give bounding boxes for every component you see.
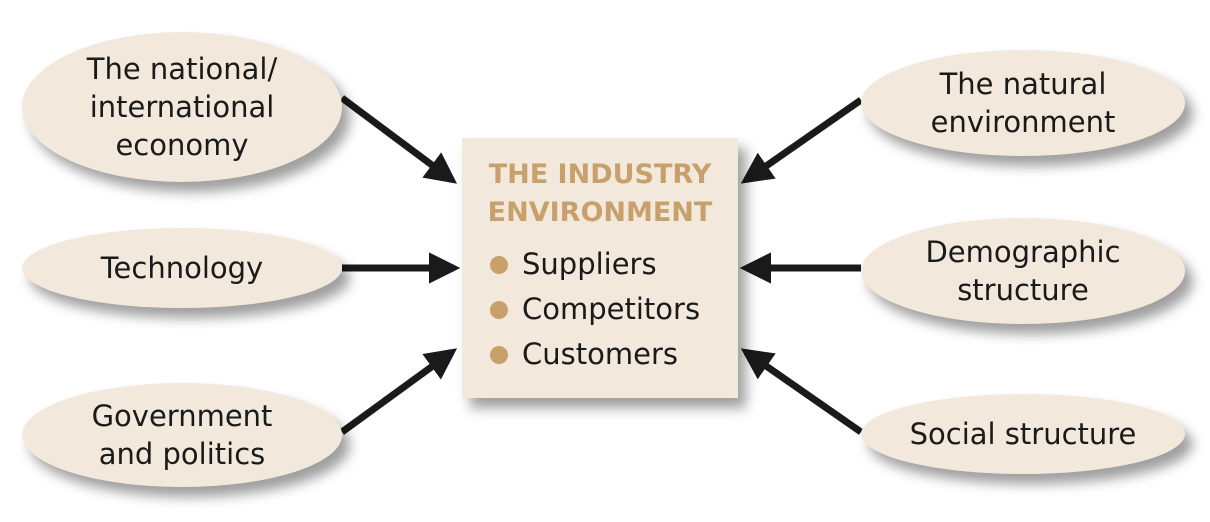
industry-item: Competitors [490,287,738,332]
industry-item-label: Competitors [522,292,701,326]
bullet-icon [490,300,508,319]
factor-technology-label: Technology [100,251,264,285]
factor-economy: The national/ international economy [22,32,342,182]
factor-government-label: Government and politics [91,399,273,471]
factor-government: Government and politics [22,383,342,487]
factor-economy-label: The national/ international economy [86,52,278,162]
industry-title: THE INDUSTRY ENVIRONMENT [487,159,713,228]
factor-natural-label: The natural environment [930,67,1116,139]
factor-technology: Technology [22,228,342,308]
arrow-economy [339,95,458,184]
factor-demographic-label: Demographic structure [925,235,1121,307]
factor-social-label: Social structure [909,417,1137,451]
bullet-icon [490,255,508,274]
bullet-icon [490,345,508,364]
industry-item-label: Customers [522,337,678,371]
arrow-government [339,348,458,435]
arrow-natural [740,97,863,184]
factor-natural: The natural environment [861,50,1185,156]
factor-demographic: Demographic structure [861,218,1185,324]
industry-list: Suppliers Competitors Customers [462,242,738,377]
arrow-social [740,348,863,435]
industry-environment-box: THE INDUSTRY ENVIRONMENT Suppliers Compe… [462,138,738,398]
industry-item: Suppliers [490,242,738,287]
factor-social: Social structure [861,394,1185,474]
industry-item-label: Suppliers [522,247,657,281]
industry-item: Customers [490,332,738,377]
